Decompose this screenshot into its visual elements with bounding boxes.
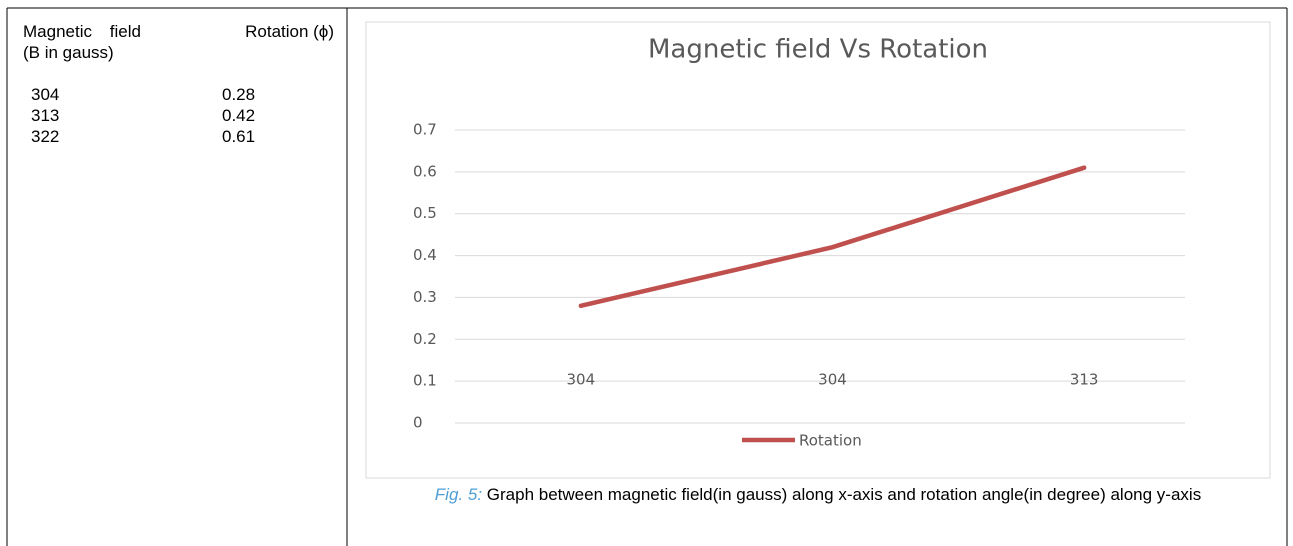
chart-title: Magnetic field Vs Rotation [648,35,988,65]
table-cell: 0.61 [222,127,256,146]
table-cell: 0.28 [222,85,256,104]
data-line [578,165,1087,309]
y-tick-label: 0.3 [413,288,437,306]
header-cell: Rotation (ϕ) [245,22,334,41]
y-tick-label: 0.1 [413,372,437,390]
table-cell: 322 [31,127,60,146]
y-tick-label: 0.5 [413,204,437,222]
table-cell: 304 [31,85,60,104]
x-tick-label: 313 [1070,371,1099,389]
y-tick-label: 0 [413,414,423,432]
y-tick-label: 0.6 [413,162,437,180]
y-tick-label: 0.4 [413,246,437,264]
x-tick-label: 304 [567,371,596,389]
caption-label: Fig. 5: [434,485,483,504]
y-tick-label: 0.2 [413,330,437,348]
table-cell: 313 [31,106,60,125]
table-cell: 0.42 [222,106,256,125]
caption-text: Graph between magnetic field(in gauss) a… [486,485,1202,504]
header-cell: Magnetic field (B in gauss) [23,22,141,62]
x-tick-label: 304 [818,371,847,389]
legend-label: Rotation [799,432,862,450]
caption: Fig. 5: Graph between magnetic field(in … [366,484,1270,505]
chart-frame [365,21,1271,479]
y-tick-label: 0.7 [413,121,437,139]
